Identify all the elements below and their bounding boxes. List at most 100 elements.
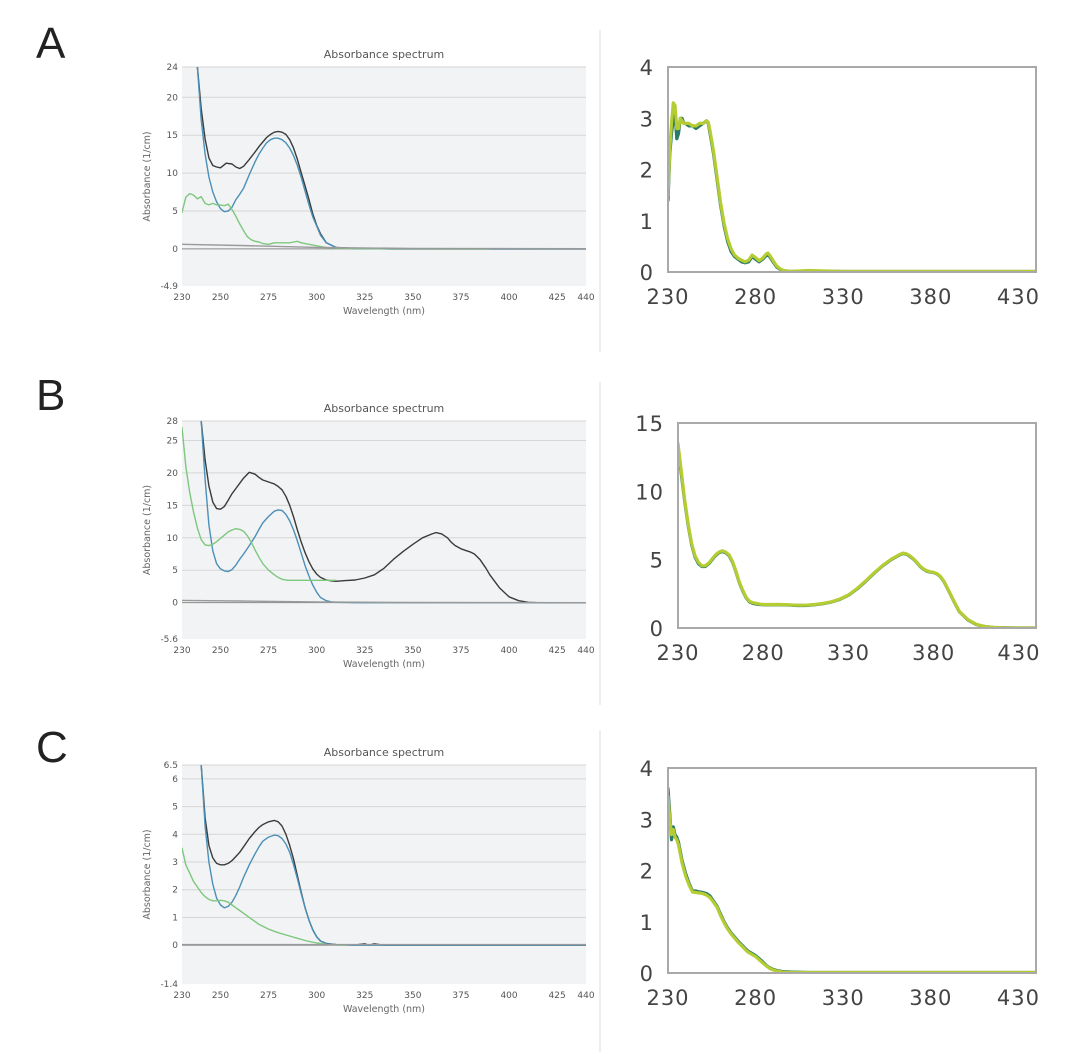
panel-c-right-xtick-label: 330 (822, 986, 865, 1010)
panel-a-left-xtick-label: 325 (356, 293, 373, 303)
panel-a-right-chart: 0 1 2 3 4 230 280 330 380 430 (640, 56, 1039, 309)
panel-a-right-ytick-label: 4 (640, 56, 654, 80)
panel-b-right-ytick-label: 15 (635, 412, 664, 436)
panel-a-right-xtick-label: 280 (734, 285, 777, 309)
panel-a-left-ytick-label: 15 (167, 131, 178, 141)
panel-b-right-series-yellow-green (678, 441, 1036, 628)
panel-b-right-chart: 0 5 10 15 230 280 330 380 430 (635, 412, 1040, 665)
panel-c-left-chart: -1.4 0 1 2 3 4 5 6 6.5 230 250 275 300 325 350 375 400 42… (142, 746, 595, 1015)
panel-a-right-series-yellow-green (668, 101, 1036, 272)
panel-letter-a: A (36, 19, 66, 68)
panel-c-left-ylabel: Absorbance (1/cm) (142, 829, 153, 919)
panel-a-right-xtick-label: 380 (909, 285, 952, 309)
panel-b-left-xtick-label: 325 (356, 646, 373, 656)
panel-letter-c: C (36, 723, 68, 772)
panel-c-left-xtick-label: 325 (356, 991, 373, 1001)
panel-c-right-plot-frame (667, 767, 1037, 974)
panel-a-left-series-gray (182, 243, 586, 250)
panel-a-right-ytick-label: 2 (640, 159, 654, 183)
panel-c-right-ytick-label: 3 (640, 808, 654, 832)
panel-a-left-ytick-label: 10 (167, 169, 179, 179)
panel-a-right-xtick-label: 330 (822, 285, 865, 309)
panel-b-left-series-blue (200, 421, 586, 604)
panel-b-right-series-group (678, 441, 1036, 628)
panel-a-left-ytick-label: 0 (172, 245, 178, 255)
panel-c-left-xtick-label: 250 (212, 991, 229, 1001)
panel-c-left-xtick-label: 375 (452, 991, 469, 1001)
panel-a-right-series-group (668, 101, 1036, 272)
panel-c-left-xtick-label: 425 (549, 991, 566, 1001)
panel-b-right-xtick-label: 330 (827, 641, 870, 665)
panel-a-right-ytick-label: 3 (640, 107, 654, 131)
panel-b-left-ytick-label: 25 (167, 436, 178, 446)
panel-a-left-ylabel: Absorbance (1/cm) (142, 131, 153, 221)
panel-b-left-ytick-label: 0 (172, 599, 178, 609)
panel-c-right-ytick-label: 0 (640, 962, 654, 986)
panel-b-left-xtick-label: 350 (404, 646, 421, 656)
panel-c-left-xlabel: Wavelength (nm) (343, 1004, 425, 1015)
panel-c-right-xtick-label: 380 (909, 986, 952, 1010)
panel-a-left-xtick-label: 230 (173, 293, 190, 303)
panel-a-left-series-group (182, 67, 586, 250)
panel-b-left-xtick-label: 425 (549, 646, 566, 656)
panel-b-right-xtick-label: 430 (997, 641, 1040, 665)
panel-c-right-series-yellow-green (668, 794, 1036, 973)
panel-a-left-xtick-label: 250 (212, 293, 229, 303)
panel-c-left-xtick-label: 230 (173, 991, 190, 1001)
panel-c-left-ytick-label: 5 (172, 803, 178, 813)
panel-a-left-ytick-label: 5 (172, 207, 178, 217)
panel-b-left-series-gray (182, 599, 586, 604)
panel-c-left-series-blue (200, 765, 586, 946)
panel-c-right-xtick-label: 230 (646, 986, 689, 1010)
panel-a-left-ytick-label: -4.9 (160, 282, 178, 292)
panel-c-left-series-green (182, 847, 347, 946)
panel-b-left-xtick-label: 440 (577, 646, 594, 656)
panel-b-left-ytick-label: 5 (172, 566, 178, 576)
panel-a-left-xtick-label: 400 (500, 293, 517, 303)
panel-c-left-ytick-label: 6.5 (164, 761, 178, 771)
panel-c-left-xtick-label: 400 (500, 991, 517, 1001)
panel-c-left-ytick-label: 6 (172, 775, 178, 785)
panel-b-left-ylabel: Absorbance (1/cm) (142, 485, 153, 575)
panel-letter-b: B (36, 371, 65, 420)
panel-a-left-ytick-label: 24 (167, 63, 179, 73)
panel-a-left-xtick-label: 275 (260, 293, 277, 303)
panel-b-left-series-group (182, 421, 586, 604)
panel-b-left-xtick-label: 230 (173, 646, 190, 656)
panel-a-left-xlabel: Wavelength (nm) (343, 306, 425, 317)
panel-a-left-plot-area (182, 67, 586, 286)
panel-b-right-ytick-label: 0 (650, 617, 664, 641)
panel-c-left-plot-area (182, 765, 586, 984)
panel-b-right-xtick-label: 230 (656, 641, 699, 665)
panel-a-left-xtick-label: 425 (549, 293, 566, 303)
panel-c-left-ytick-label: -1.4 (160, 980, 178, 990)
panel-a-left-xtick-label: 300 (308, 293, 325, 303)
panel-b-left-ytick-label: 20 (167, 469, 179, 479)
panel-b-left-xtick-label: 275 (260, 646, 277, 656)
panel-c-right-series-group (668, 786, 1036, 973)
panel-a-right-xtick-label: 230 (646, 285, 689, 309)
panel-a-left-xtick-label: 440 (577, 293, 594, 303)
panel-a-right-ytick-label: 0 (640, 261, 654, 285)
panel-c-left-ytick-label: 1 (172, 913, 178, 923)
panel-a-left-series-green (182, 192, 491, 250)
panel-b-left-plot-area (182, 421, 586, 639)
panel-b-right-ytick-label: 5 (650, 549, 664, 573)
panel-a-right-plot-frame (667, 66, 1037, 273)
panel-c-left-xtick-label: 350 (404, 991, 421, 1001)
panel-b-left-xtick-label: 375 (452, 646, 469, 656)
panel-b-right-xtick-label: 280 (742, 641, 785, 665)
panel-c-left-xtick-label: 300 (308, 991, 325, 1001)
panel-c-left-ytick-label: 2 (172, 886, 178, 896)
panel-b-left-series-green (182, 426, 337, 581)
panel-c-left-ytick-label: 3 (172, 858, 178, 868)
panel-c-left-series-group (182, 765, 586, 946)
panel-a-left-chart: -4.9 0 5 10 15 20 24 230 250 275 300 325 350 375 400 42… (142, 48, 595, 317)
panel-b-left-chart: -5.6 0 5 10 15 20 25 28 230 250 275 300 325 350 375 400… (142, 402, 595, 670)
panel-b-left-ytick-label: 28 (167, 417, 179, 427)
panel-b-left-xtick-label: 400 (500, 646, 517, 656)
panel-a-left-xtick-label: 350 (404, 293, 421, 303)
panel-b-left-ytick-label: 15 (167, 501, 178, 511)
